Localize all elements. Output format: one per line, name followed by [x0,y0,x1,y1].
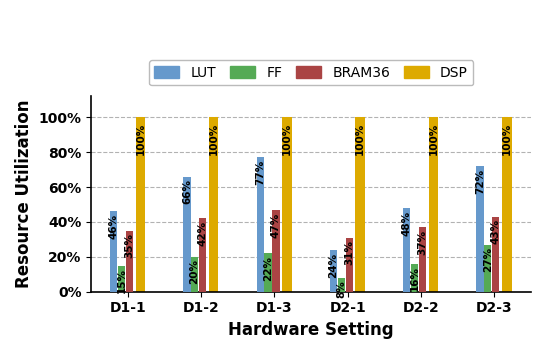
Legend: LUT, FF, BRAM36, DSP: LUT, FF, BRAM36, DSP [149,60,473,85]
Text: 66%: 66% [182,179,192,204]
Bar [411,264,418,292]
Bar [330,250,337,292]
Text: 16%: 16% [410,267,419,291]
Text: 43%: 43% [491,219,501,245]
Bar [282,117,292,292]
Bar [484,245,491,292]
Text: 24%: 24% [329,252,339,278]
Text: 42%: 42% [198,221,207,246]
Bar [199,218,206,292]
Text: 100%: 100% [355,122,365,155]
Text: 15%: 15% [116,268,126,293]
Bar [419,227,426,292]
Bar [346,238,353,292]
Bar [429,117,438,292]
Text: 20%: 20% [189,259,200,285]
Text: 100%: 100% [135,122,145,155]
Text: 22%: 22% [263,256,273,281]
Bar [264,253,271,292]
Bar [272,210,280,292]
Text: 27%: 27% [483,247,492,272]
Bar [337,278,345,292]
X-axis label: Hardware Setting: Hardware Setting [228,321,394,339]
Text: 31%: 31% [344,240,354,265]
Bar [477,166,484,292]
Bar [183,177,191,292]
Text: 46%: 46% [109,214,118,239]
Text: 72%: 72% [475,169,485,194]
Bar [355,117,365,292]
Bar [492,217,500,292]
Text: 77%: 77% [255,160,265,185]
Text: 37%: 37% [418,230,428,255]
Text: 100%: 100% [429,122,438,155]
Bar [117,266,125,292]
Bar [110,211,117,292]
Bar [209,117,218,292]
Text: 100%: 100% [209,122,218,155]
Bar [191,257,198,292]
Text: 35%: 35% [124,233,134,258]
Text: 100%: 100% [282,122,292,155]
Bar [403,208,411,292]
Bar [126,231,133,292]
Bar [502,117,512,292]
Bar [257,158,264,292]
Y-axis label: Resource Utilization: Resource Utilization [15,100,33,288]
Text: 47%: 47% [271,212,281,238]
Text: 8%: 8% [336,280,346,298]
Text: 100%: 100% [502,122,512,155]
Text: 48%: 48% [402,211,412,236]
Bar [135,117,145,292]
